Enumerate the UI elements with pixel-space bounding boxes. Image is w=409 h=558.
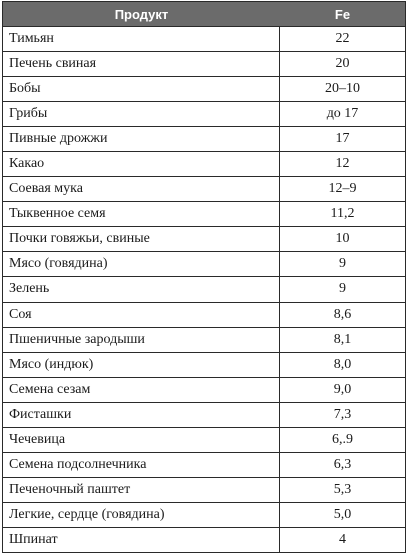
fe-value-cell: 5,3 [333, 481, 352, 497]
table-row: Семена подсолнечника 6,3 [3, 451, 405, 477]
fe-value-cell: 11,2 [330, 206, 355, 222]
fe-value-cell: 4 [339, 531, 346, 547]
product-cell: Печень свиная [3, 52, 280, 77]
table-row: Грибы до 17 [3, 101, 405, 127]
fe-value-cell: 8,0 [333, 356, 352, 372]
product-cell: Шпинат [3, 527, 280, 552]
fe-value-cell: 9 [339, 281, 346, 297]
product-cell: Пшеничные зародыши [3, 327, 280, 352]
table-row: Соевая мука 12–9 [3, 176, 405, 202]
product-cell: Какао [3, 152, 280, 177]
product-cell: Семена сезам [3, 377, 280, 402]
table-row: Чечевица 6,.9 [3, 426, 405, 452]
table-row: Шпинат 4 [3, 526, 405, 552]
fe-value-cell: 20–10 [325, 81, 360, 97]
fe-value-cell: 9,0 [333, 381, 352, 397]
table-row: Какао 12 [3, 151, 405, 177]
fe-value-cell: 17 [335, 131, 350, 147]
product-cell: Зелень [3, 277, 280, 302]
table-row: Мясо (говядина) 9 [3, 251, 405, 277]
fe-value-cell: до 17 [326, 106, 359, 122]
fe-value-cell: 8,6 [333, 306, 352, 322]
product-cell: Пивные дрожжи [3, 127, 280, 152]
product-cell: Тыквенное семя [3, 202, 280, 227]
table-row: Печеночный паштет 5,3 [3, 476, 405, 502]
table-row: Тыквенное семя 11,2 [3, 201, 405, 227]
table-row: Семена сезам 9,0 [3, 376, 405, 402]
table-row: Легкие, сердце (говядина) 5,0 [3, 501, 405, 527]
column-header-product: Продукт [114, 6, 169, 22]
product-cell: Легкие, сердце (говядина) [3, 502, 280, 527]
fe-value-cell: 9 [339, 256, 346, 272]
fe-value-cell: 20 [335, 56, 350, 72]
table-header: Продукт Fe [3, 2, 405, 26]
table-row: Мясо (индюк) 8,0 [3, 351, 405, 377]
table-row: Печень свиная 20 [3, 51, 405, 77]
fe-value-cell: 22 [335, 31, 350, 47]
product-cell: Печеночный паштет [3, 477, 280, 502]
table-row: Пивные дрожжи 17 [3, 126, 405, 152]
fe-value-cell: 7,3 [333, 406, 352, 422]
product-cell: Соевая мука [3, 177, 280, 202]
table-row: Почки говяжьи, свиные 10 [3, 226, 405, 252]
product-cell: Почки говяжьи, свиные [3, 227, 280, 252]
column-header-fe: Fe [334, 6, 351, 22]
table-row: Соя 8,6 [3, 301, 405, 327]
fe-value-cell: 12–9 [328, 181, 357, 197]
table-row: Пшеничные зародыши 8,1 [3, 326, 405, 352]
product-cell: Чечевица [3, 427, 280, 452]
product-cell: Семена подсолнечника [3, 452, 280, 477]
table-body: Тимьян 22 Печень свиная 20 Бобы 20–10 Грибы до … [3, 26, 405, 552]
product-cell: Фисташки [3, 402, 280, 427]
fe-value-cell: 6,3 [333, 456, 352, 472]
product-cell: Бобы [3, 77, 280, 102]
fe-value-cell: 6,.9 [332, 431, 353, 447]
fe-value-cell: 10 [335, 231, 350, 247]
product-cell: Мясо (говядина) [3, 252, 280, 277]
fe-value-cell: 5,0 [333, 506, 352, 522]
product-cell: Грибы [3, 102, 280, 127]
fe-value-cell: 12 [335, 156, 350, 172]
table-row: Зелень 9 [3, 276, 405, 302]
product-cell: Тимьян [3, 27, 280, 52]
table-row: Тимьян 22 [3, 26, 405, 52]
product-cell: Мясо (индюк) [3, 352, 280, 377]
fe-value-cell: 8,1 [333, 331, 352, 347]
iron-content-table: Продукт Fe Тимьян 22 Печень свиная 20 Бобы 20… [2, 1, 406, 553]
product-cell: Соя [3, 302, 280, 327]
table-row: Бобы 20–10 [3, 76, 405, 102]
table-row: Фисташки 7,3 [3, 401, 405, 427]
